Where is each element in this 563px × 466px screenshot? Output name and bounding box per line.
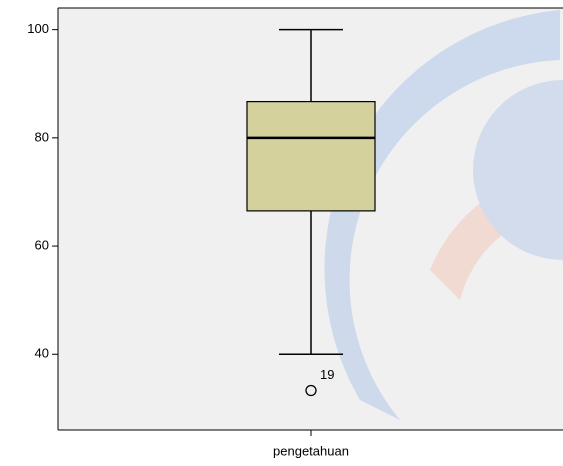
y-tick-label: 60 bbox=[35, 237, 49, 252]
outlier bbox=[305, 384, 317, 397]
watermark-arc bbox=[430, 170, 563, 300]
watermark-arc bbox=[473, 80, 563, 260]
y-tick-label: 100 bbox=[27, 21, 49, 36]
y-tick-label: 80 bbox=[35, 129, 49, 144]
x-tick-label: pengetahuan bbox=[273, 443, 349, 458]
y-tick-label: 40 bbox=[35, 346, 49, 361]
outlier-label: 19 bbox=[320, 367, 334, 382]
watermark bbox=[324, 10, 563, 420]
watermark-arc bbox=[324, 10, 560, 420]
box bbox=[246, 100, 376, 212]
